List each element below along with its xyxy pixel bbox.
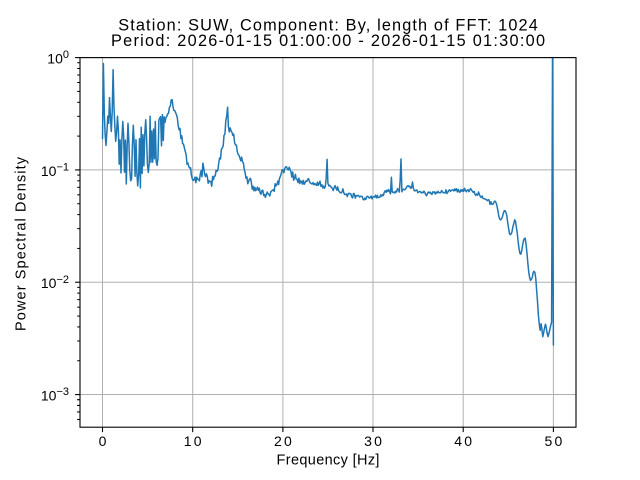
svg-text:Power Spectral Density: Power Spectral Density: [14, 156, 30, 331]
svg-text:0: 0: [99, 433, 107, 449]
svg-text:Period: 2026-01-15 01:00:00 -: Period: 2026-01-15 01:00:00 - 2026-01-15…: [111, 32, 545, 50]
svg-text:Frequency [Hz]: Frequency [Hz]: [277, 453, 380, 469]
